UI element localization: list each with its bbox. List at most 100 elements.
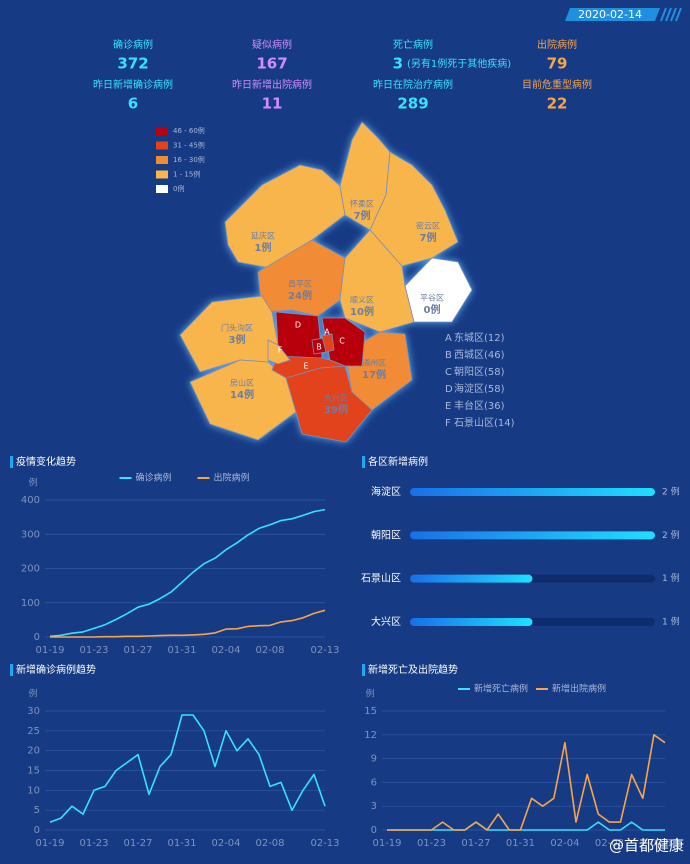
district-count: 24例: [288, 289, 312, 302]
key-letter: E: [445, 401, 451, 412]
stat-note: (另有1例死于其他疾病): [407, 57, 511, 70]
y-tick-label: 20: [27, 746, 40, 757]
x-tick-label: 02-08: [595, 838, 624, 849]
key-letter: A: [445, 333, 452, 344]
stat-label: 死亡病例: [393, 38, 433, 51]
key-name: 丰台区(36): [454, 399, 505, 412]
district-name: 房山区: [230, 378, 254, 388]
y-tick-label: 大兴区: [371, 615, 401, 628]
key-letter: C: [445, 367, 452, 378]
district-shape: [267, 339, 291, 365]
legend-label: 新增死亡病例: [474, 683, 528, 695]
series-line: [387, 821, 665, 831]
legend-label: 16 - 30例: [173, 155, 205, 164]
district-count: 14例: [230, 388, 254, 401]
y-tick-label: 10: [27, 785, 40, 796]
x-tick-label: 02-08: [255, 838, 284, 849]
x-tick-label: 01-31: [506, 838, 535, 849]
key-name: 海淀区(58): [454, 382, 505, 395]
y-tick-label: 5: [34, 805, 40, 816]
legend-swatch: [156, 170, 168, 179]
legend-label: 31 - 45例: [173, 141, 205, 150]
x-tick-label: 02-13: [310, 838, 339, 849]
x-tick-label: 01-31: [167, 645, 196, 656]
stat-value: 11: [262, 95, 283, 113]
key-letter: F: [445, 418, 451, 429]
bar: [410, 531, 655, 540]
x-tick-label: 02-04: [211, 645, 240, 656]
key-name: 石景山区(14): [454, 417, 515, 429]
x-tick-label: 01-27: [123, 838, 152, 849]
y-axis-unit: 例: [365, 688, 374, 700]
stat-label: 昨日在院治疗病例: [373, 78, 453, 91]
legend-swatch: [156, 127, 168, 135]
key-name: 朝阳区(58): [454, 366, 505, 378]
y-tick-label: 15: [364, 706, 377, 717]
bar: [410, 574, 533, 583]
district-count: 39例: [324, 403, 348, 416]
x-tick-label: 02-04: [550, 838, 579, 849]
watermark: @首都健康: [609, 837, 684, 855]
chart-title: 疫情变化趋势: [16, 455, 76, 468]
y-axis-unit: 例: [28, 688, 37, 700]
map: [179, 121, 473, 443]
title-marker: [362, 664, 365, 676]
date: 2020-02-14: [578, 8, 642, 21]
value-label: 2 例: [662, 486, 680, 498]
y-tick-label: 200: [21, 564, 40, 575]
value-label: 1 例: [662, 616, 680, 628]
x-tick-label: 01-23: [79, 645, 108, 656]
bar: [410, 488, 655, 496]
stat-value: 3: [393, 55, 403, 73]
stat-label: 确诊病例: [113, 38, 153, 51]
district-letter: F: [278, 346, 283, 355]
legend-label: 0例: [173, 184, 184, 193]
value-label: 1 例: [662, 572, 680, 584]
district-count: 1例: [255, 241, 272, 254]
district-shape: [339, 229, 415, 333]
district-count: 7例: [420, 231, 437, 244]
y-tick-label: 朝阳区: [371, 529, 401, 541]
y-tick-label: 9: [371, 754, 377, 765]
district-letter: D: [295, 321, 301, 330]
series-line: [50, 609, 326, 638]
district-name: 平谷区: [420, 294, 444, 303]
district-name: 密云区: [416, 221, 440, 231]
key-letter: D: [445, 384, 453, 395]
chart-title: 新增确诊病例趋势: [16, 663, 96, 676]
stat-value: 6: [128, 95, 138, 113]
badge-stripes: [660, 7, 682, 22]
stat-value: 372: [117, 55, 148, 73]
chart-title: 各区新增病例: [368, 455, 428, 468]
y-tick-label: 海淀区: [371, 485, 401, 498]
stat-label: 目前危重型病例: [522, 78, 592, 91]
district-shape: [321, 333, 335, 353]
key-letter: B: [445, 350, 452, 361]
legend-label: 新增出院病例: [552, 683, 606, 695]
series-line: [387, 734, 666, 831]
y-tick-label: 3: [371, 801, 377, 812]
district-name: 通州区: [362, 358, 386, 368]
x-tick-label: 01-19: [35, 645, 64, 656]
x-tick-label: 02-08: [255, 645, 284, 656]
y-tick-label: 石景山区: [361, 573, 401, 585]
district-count: 7例: [354, 209, 371, 222]
x-tick-label: 02-13: [650, 838, 679, 849]
stat-value: 289: [397, 95, 428, 113]
title-marker: [10, 456, 13, 468]
x-tick-label: 01-27: [123, 645, 152, 656]
stat-value: 22: [547, 95, 568, 113]
district-name: 昌平区: [288, 280, 312, 289]
y-axis-unit: 例: [28, 477, 37, 489]
bar: [410, 618, 533, 626]
series-line: [49, 508, 326, 638]
legend-swatch: [156, 156, 168, 164]
y-tick-label: 12: [364, 730, 377, 741]
district-letter: C: [339, 337, 345, 346]
district-name: 顺义区: [350, 296, 374, 305]
x-tick-label: 02-13: [310, 645, 339, 656]
x-tick-label: 01-31: [167, 838, 196, 849]
y-tick-label: 30: [27, 706, 40, 717]
chart-title: 新增死亡及出院趋势: [368, 663, 458, 676]
